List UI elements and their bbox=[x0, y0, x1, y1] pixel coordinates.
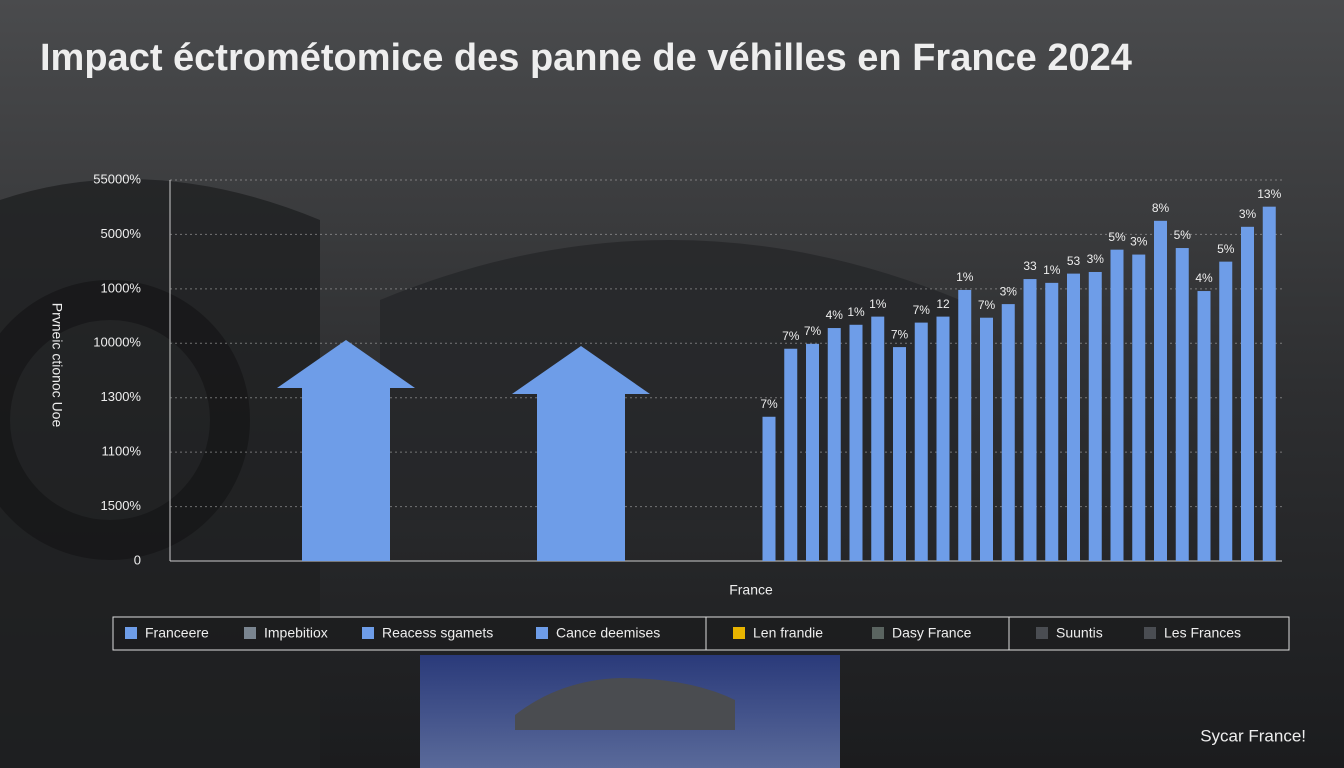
legend-swatch bbox=[536, 627, 548, 639]
bar bbox=[1197, 291, 1211, 561]
value-label: 3% bbox=[1087, 252, 1105, 266]
bar bbox=[849, 324, 863, 561]
bar bbox=[936, 316, 950, 561]
bar bbox=[1045, 282, 1059, 561]
bar bbox=[893, 347, 906, 561]
y-tick-label: 1500% bbox=[101, 498, 142, 513]
value-label: 8% bbox=[1152, 201, 1170, 215]
legend-swatch bbox=[125, 627, 137, 639]
y-tick-label: 1300% bbox=[101, 389, 142, 404]
legend-label: Les Frances bbox=[1164, 625, 1241, 641]
bar bbox=[784, 348, 798, 561]
y-tick-label: 1000% bbox=[101, 280, 142, 295]
y-tick-label: 1100% bbox=[101, 444, 141, 459]
value-label: 1% bbox=[869, 297, 887, 311]
bar bbox=[1001, 304, 1015, 561]
value-label: 3% bbox=[1130, 235, 1148, 249]
value-label: 12 bbox=[936, 297, 950, 311]
value-label: 1% bbox=[956, 270, 974, 284]
legend-label: Franceere bbox=[145, 625, 209, 641]
value-label: 4% bbox=[1195, 271, 1213, 285]
value-label: 5% bbox=[1174, 228, 1192, 242]
legend-swatch bbox=[1144, 627, 1156, 639]
y-tick-label: 55000% bbox=[93, 171, 141, 186]
y-tick-label: 0 bbox=[134, 552, 141, 567]
value-label: 3% bbox=[1000, 284, 1018, 298]
value-label: 7% bbox=[760, 397, 778, 411]
dashboard bbox=[0, 179, 320, 768]
x-axis-label: France bbox=[729, 582, 773, 598]
value-label: 33 bbox=[1023, 259, 1037, 273]
legend-swatch bbox=[733, 627, 745, 639]
bar bbox=[806, 343, 819, 561]
bar bbox=[1067, 273, 1080, 561]
bar bbox=[762, 416, 776, 561]
legend-label: Len frandie bbox=[753, 625, 823, 641]
value-label: 5% bbox=[1108, 230, 1126, 244]
value-label: 7% bbox=[891, 327, 909, 341]
bar bbox=[1110, 249, 1124, 561]
value-label: 3% bbox=[1239, 207, 1257, 221]
bar bbox=[1132, 254, 1146, 561]
legend-swatch bbox=[244, 627, 256, 639]
bar bbox=[958, 289, 972, 561]
legend-label: Suuntis bbox=[1056, 625, 1103, 641]
bar bbox=[1241, 226, 1254, 561]
y-axis-label: Prvneic ctionoc Uoe bbox=[49, 303, 65, 428]
bar bbox=[1262, 206, 1276, 562]
value-label: 53 bbox=[1067, 254, 1081, 268]
legend-label: Cance deemises bbox=[556, 625, 660, 641]
y-tick-label: 5000% bbox=[101, 226, 142, 241]
value-label: 7% bbox=[978, 298, 996, 312]
y-tick-label: 10000% bbox=[93, 335, 141, 350]
value-label: 13% bbox=[1257, 187, 1281, 201]
bar bbox=[914, 322, 928, 561]
value-label: 1% bbox=[1043, 263, 1061, 277]
value-label: 7% bbox=[913, 303, 931, 317]
legend-box bbox=[112, 616, 1290, 651]
bar bbox=[871, 316, 885, 561]
bar bbox=[1088, 271, 1102, 561]
value-label: 7% bbox=[804, 324, 822, 338]
bar bbox=[980, 317, 993, 561]
bar bbox=[1175, 248, 1189, 562]
legend-label: Impebitiox bbox=[264, 625, 328, 641]
legend-swatch bbox=[362, 627, 374, 639]
legend-label: Dasy France bbox=[892, 625, 972, 641]
bar bbox=[1219, 261, 1233, 561]
arrow-bar bbox=[277, 340, 415, 561]
arrow-bar bbox=[512, 346, 650, 561]
value-label: 1% bbox=[847, 305, 865, 319]
legend-swatch bbox=[1036, 627, 1048, 639]
value-label: 4% bbox=[826, 308, 844, 322]
chart-title: Impact éctrométomice des panne de véhill… bbox=[40, 37, 1132, 79]
bar bbox=[1023, 279, 1037, 561]
bar bbox=[827, 328, 841, 561]
value-label: 7% bbox=[782, 329, 800, 343]
legend-label: Reacess sgamets bbox=[382, 625, 493, 641]
bar bbox=[1154, 220, 1167, 562]
car bbox=[515, 678, 735, 730]
watermark: Sycar France! bbox=[1200, 726, 1306, 745]
value-label: 5% bbox=[1217, 242, 1235, 256]
legend-swatch bbox=[872, 627, 884, 639]
steering-wheel bbox=[0, 280, 250, 560]
